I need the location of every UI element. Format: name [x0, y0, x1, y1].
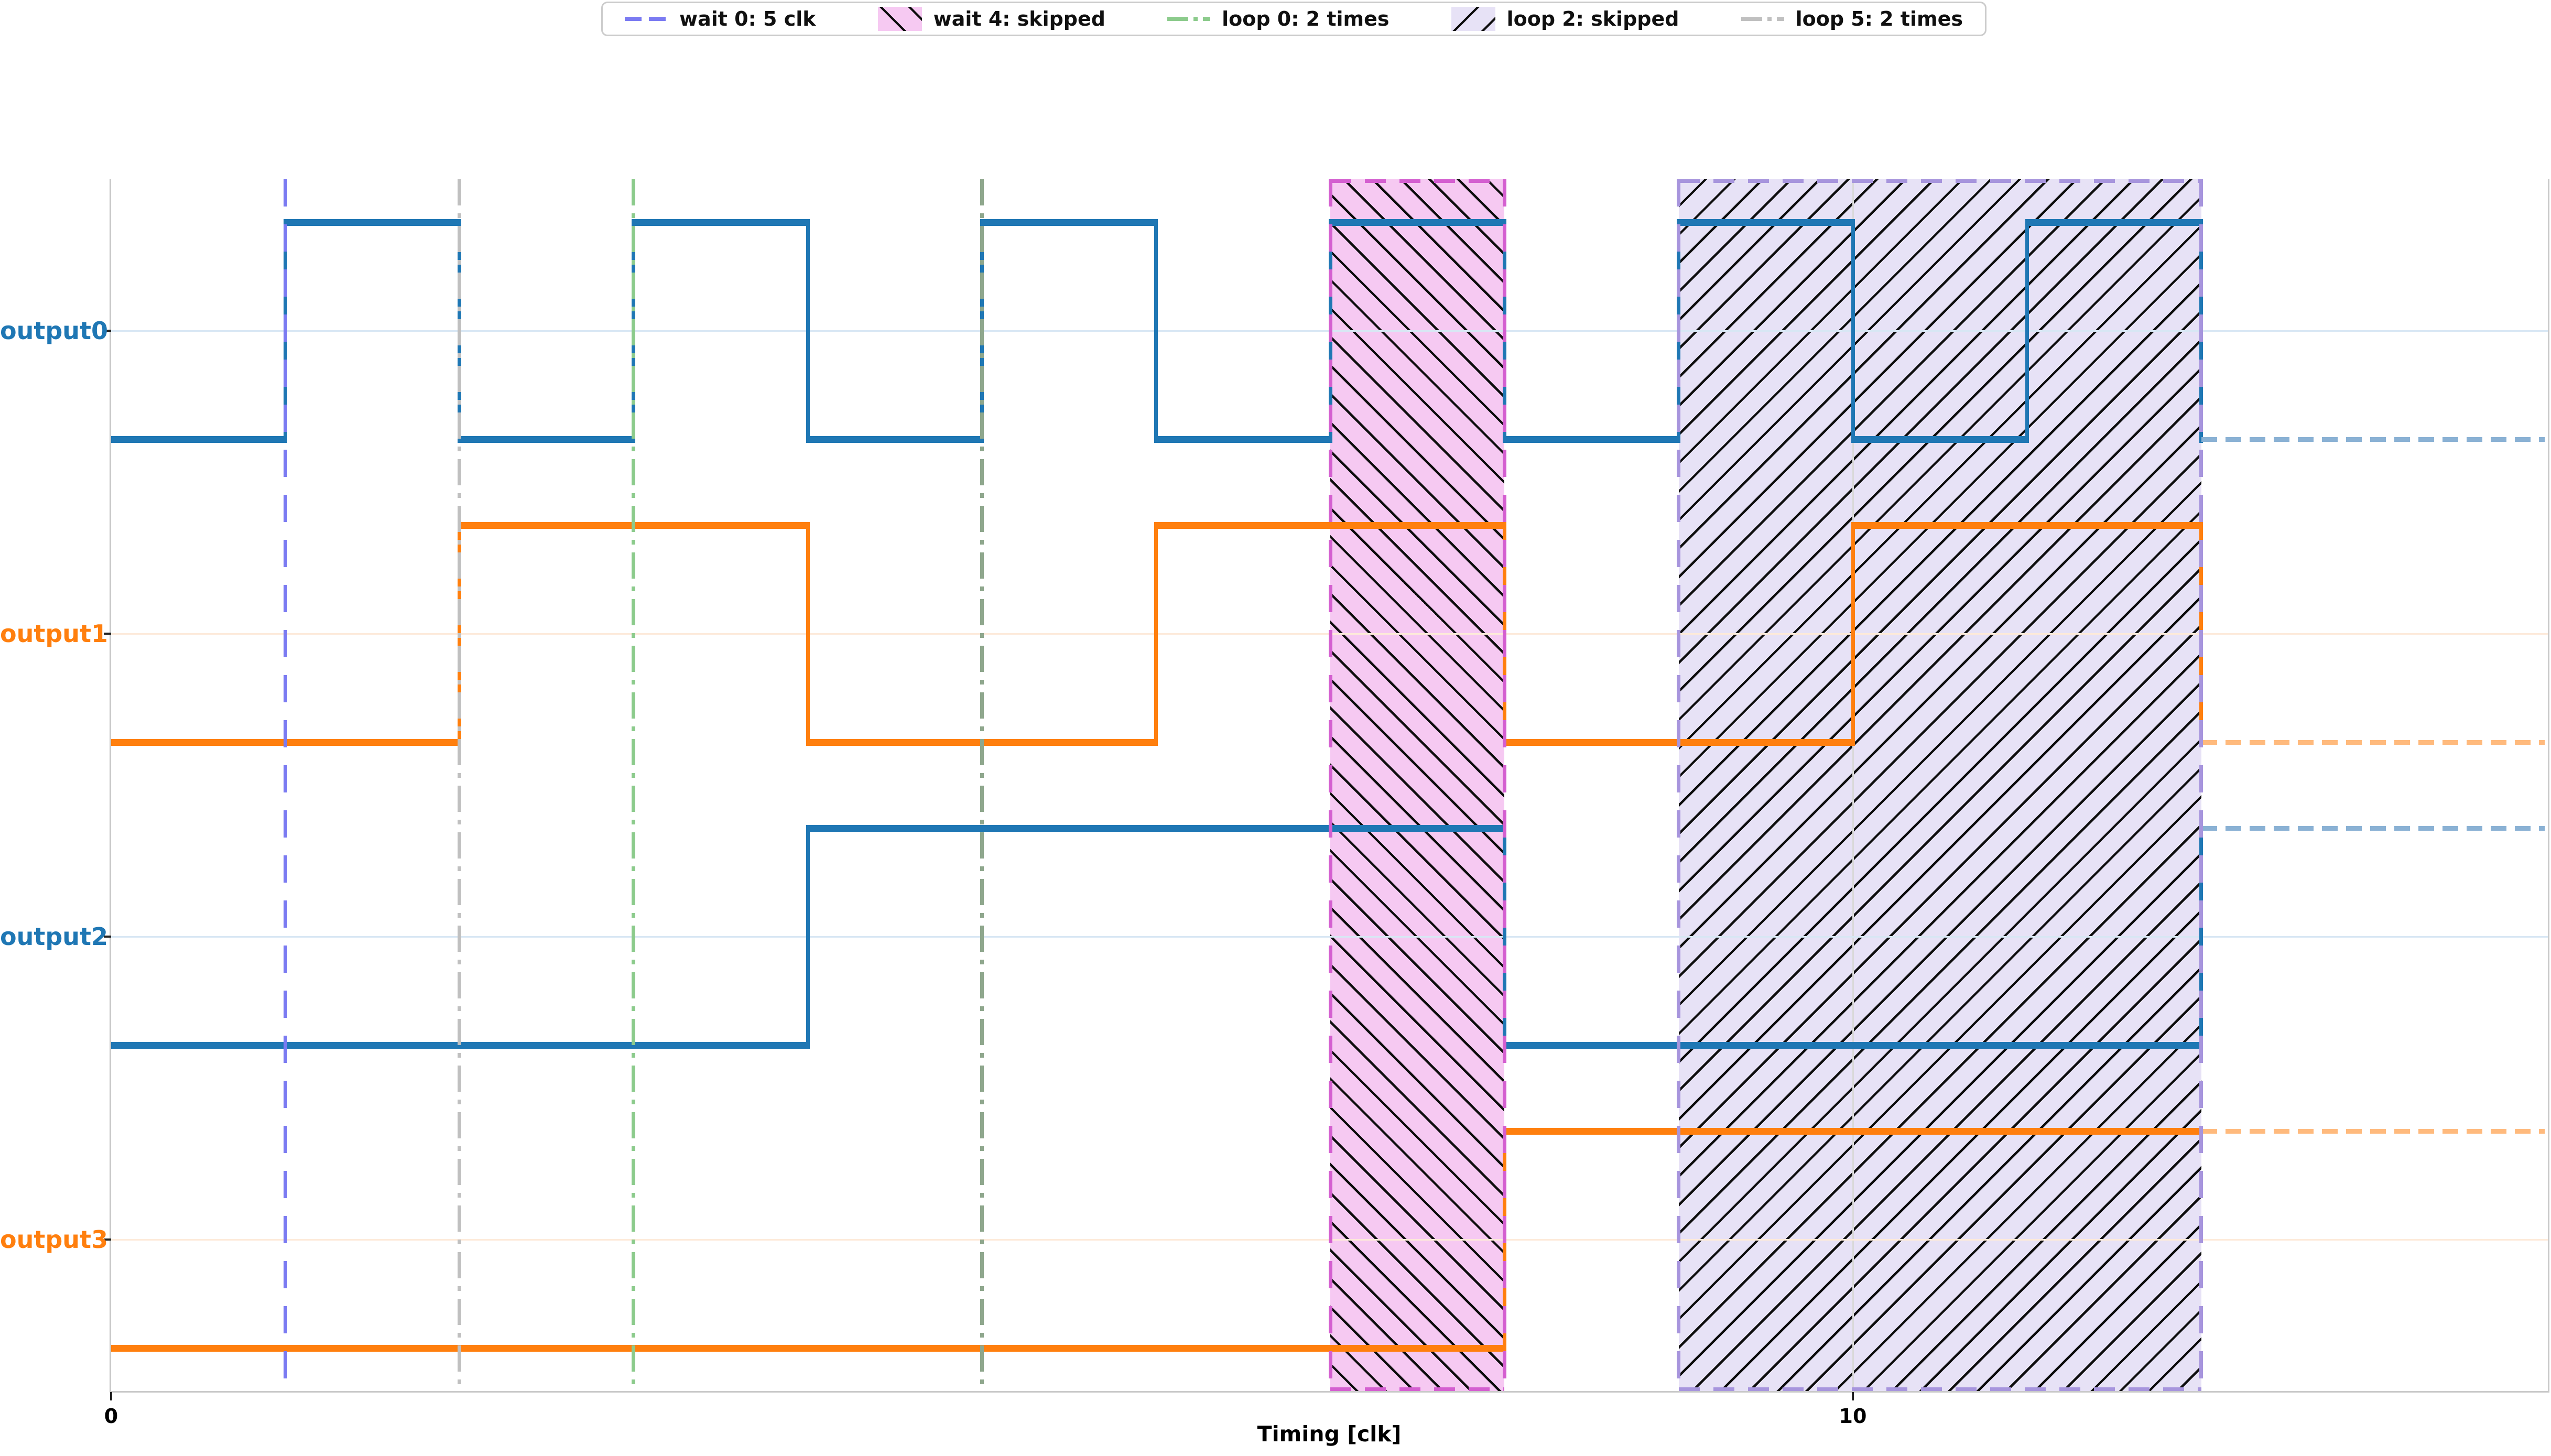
event-line-clk3 [632, 179, 636, 1391]
left-spine [110, 179, 111, 1391]
signal-segment-output3 [1504, 1127, 2201, 1135]
signal-edge-output0 [806, 219, 810, 443]
legend-item: loop 0: 2 times [1167, 7, 1390, 30]
signal-segment-output0 [2027, 219, 2201, 226]
event-span-edge-0 [1502, 179, 1506, 1391]
event-line-clk2 [458, 179, 462, 1391]
signal-edge-output1 [806, 521, 810, 746]
signal-segment-output0 [111, 436, 286, 443]
event-span-edge-0 [1330, 1387, 1505, 1391]
legend-item: wait 0: 5 clk [625, 7, 816, 30]
signal-edge-output2 [806, 824, 810, 1049]
signal-segment-output3 [111, 1344, 1505, 1352]
signal-future-dashed-output1 [2201, 740, 2545, 745]
signal-segment-output0 [808, 436, 982, 443]
event-span-loop2-skipped [1678, 179, 2201, 1391]
y-axis-label-output2: output2 [0, 922, 108, 951]
x-axis-title: Timing [clk] [1257, 1421, 1402, 1447]
y-tick-output3 [104, 1238, 111, 1241]
signal-segment-output2 [808, 824, 1505, 832]
event-span-edge-0 [1330, 179, 1505, 183]
y-tick-output2 [104, 936, 111, 938]
y-tick-output1 [104, 633, 111, 635]
signal-segment-output0 [1330, 219, 1505, 226]
event-line-clk5 [980, 179, 984, 1391]
legend-item: loop 2: skipped [1451, 7, 1679, 31]
signal-segment-output0 [1678, 219, 1853, 226]
legend-label: wait 4: skipped [933, 7, 1105, 30]
event-span-edge-1 [2199, 179, 2203, 1391]
event-line-clk1 [283, 179, 287, 1391]
signal-segment-output0 [285, 219, 460, 226]
signal-future-dashed-output3 [2201, 1128, 2545, 1134]
legend-label: wait 0: 5 clk [679, 7, 816, 30]
legend-patch-swatch [877, 7, 922, 31]
legend-patch-swatch [1451, 7, 1495, 31]
signal-segment-output0 [982, 219, 1156, 226]
signal-future-dashed-output2 [2201, 825, 2545, 831]
signal-segment-output0 [1853, 436, 2027, 443]
signal-segment-output2 [1504, 1041, 2201, 1049]
legend-label: loop 5: 2 times [1795, 7, 1963, 30]
y-axis-label-output0: output0 [0, 317, 108, 345]
signal-edge-output1 [1851, 521, 1855, 746]
signal-edge-output0 [1851, 219, 1855, 443]
event-span-wait4-skipped [1330, 179, 1505, 1391]
signal-future-dashed-output0 [2201, 437, 2545, 442]
x-tick-label-0: 0 [104, 1405, 118, 1428]
event-span-edge-1 [1677, 179, 1681, 1391]
y-axis-label-output3: output3 [0, 1225, 108, 1254]
x-tick-0 [110, 1392, 112, 1400]
grid-line-clk10 [1852, 179, 1854, 1391]
legend-line-swatch [1167, 17, 1211, 21]
signal-segment-output0 [1504, 436, 1679, 443]
legend-item: wait 4: skipped [877, 7, 1105, 31]
signal-segment-output1 [1853, 521, 2201, 529]
legend-line-swatch [625, 17, 668, 21]
legend-label: loop 0: 2 times [1222, 7, 1390, 30]
x-tick-label-10: 10 [1839, 1405, 1867, 1428]
event-span-edge-0 [1328, 179, 1332, 1391]
x-tick-10 [1852, 1392, 1854, 1400]
legend: wait 0: 5 clk wait 4: skipped loop 0: 2 ti… [601, 2, 1986, 36]
legend-label: loop 2: skipped [1506, 7, 1679, 30]
signal-segment-output0 [633, 219, 808, 226]
y-tick-output0 [104, 330, 111, 332]
signal-segment-output0 [1156, 436, 1331, 443]
event-span-edge-1 [1678, 1387, 2201, 1391]
y-axis-label-output1: output1 [0, 620, 108, 648]
signal-edge-output0 [1154, 219, 1158, 443]
signal-edge-output1 [1154, 521, 1158, 746]
signal-edge-output0 [2025, 219, 2029, 443]
legend-line-swatch [1741, 17, 1784, 21]
bottom-spine [110, 1391, 2549, 1393]
right-spine [2548, 179, 2549, 1391]
legend-item: loop 5: 2 times [1741, 7, 1963, 30]
event-span-edge-1 [1678, 179, 2201, 183]
signal-segment-output0 [459, 436, 634, 443]
